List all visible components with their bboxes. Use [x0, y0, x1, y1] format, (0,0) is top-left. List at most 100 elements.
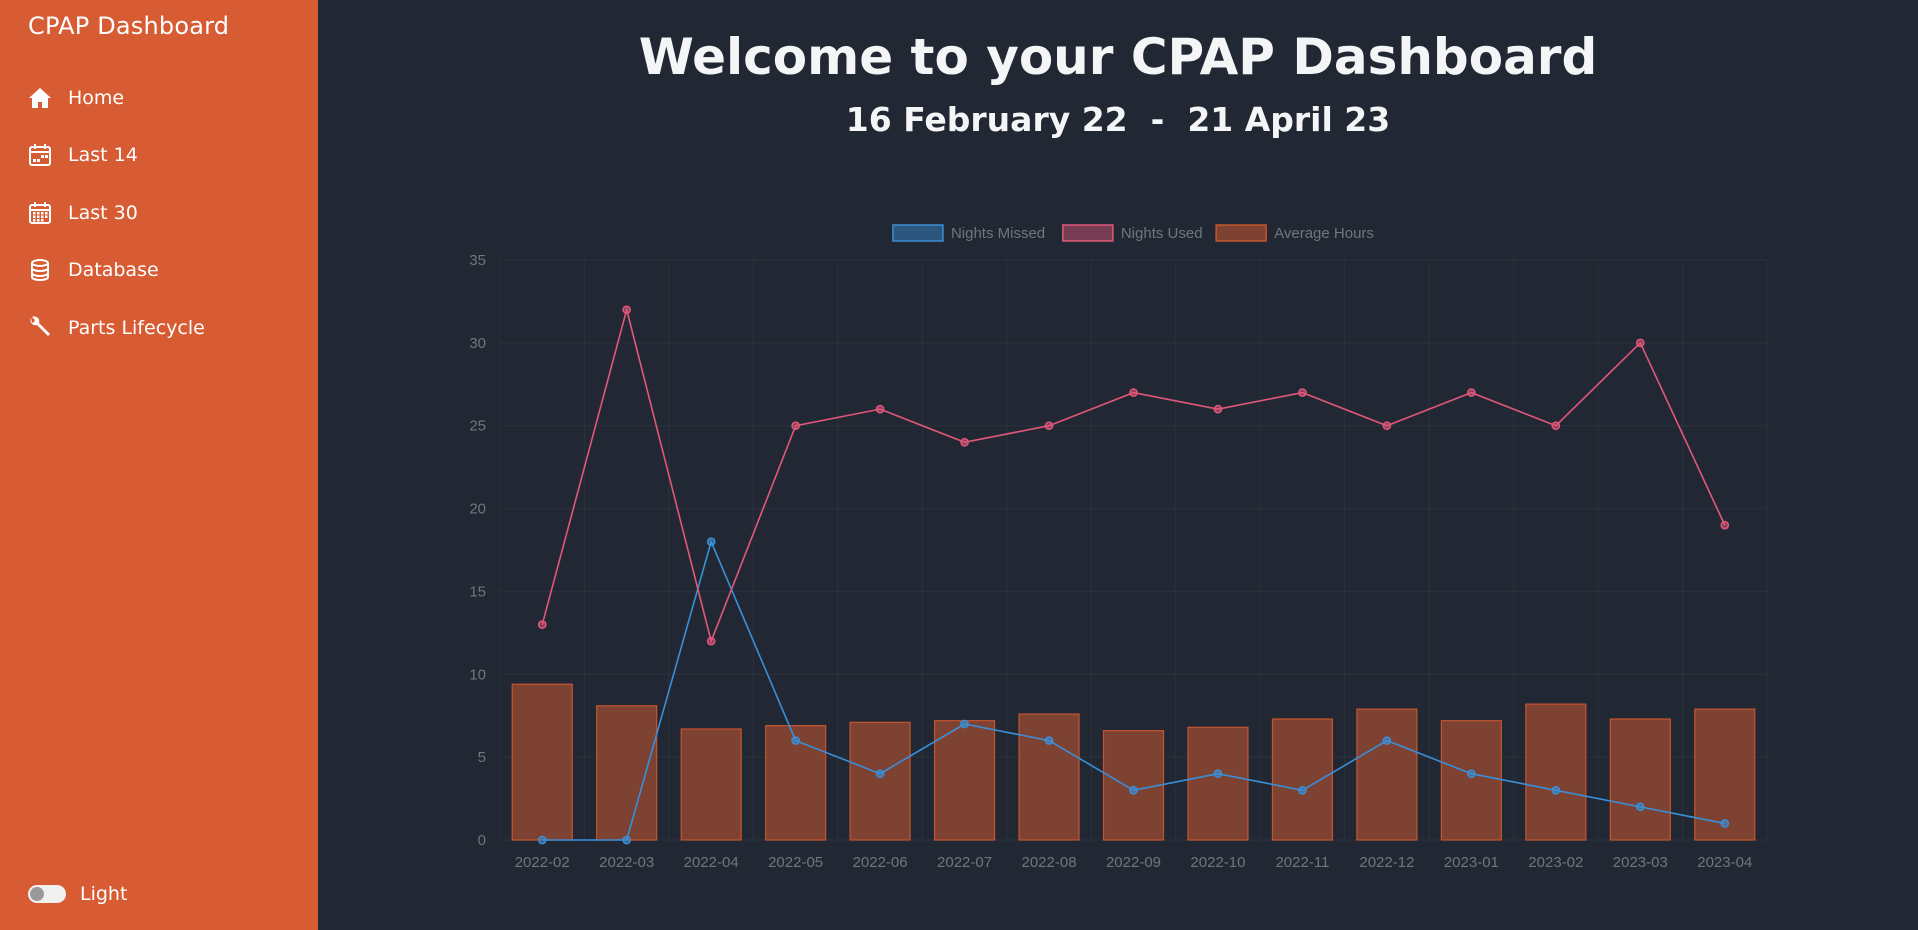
date-separator: - — [1150, 100, 1165, 139]
point-nights-missed — [1044, 736, 1054, 745]
app-title[interactable]: CPAP Dashboard — [28, 12, 230, 40]
point-nights-missed — [1298, 785, 1307, 795]
y-tick-label: 30 — [469, 335, 486, 352]
point-nights-used — [1298, 388, 1307, 397]
point-nights-missed — [1129, 785, 1138, 795]
bar-average-hours — [1356, 708, 1418, 841]
point-nights-missed — [875, 769, 885, 779]
sidebar-item-label: Last 14 — [68, 144, 138, 166]
bar-average-hours — [1694, 708, 1756, 841]
point-nights-used — [791, 421, 800, 431]
point-nights-used — [1129, 388, 1138, 397]
sidebar-item-home[interactable]: Home — [28, 81, 124, 115]
sidebar-item-label: Home — [68, 87, 125, 109]
theme-label: Light — [80, 883, 128, 905]
calendar-week-icon — [28, 143, 52, 167]
sidebar-item-last-14[interactable]: Last 14 — [28, 138, 138, 172]
usage-chart: 0 5 10 15 20 25 30 35 2022-02 2022-03 2022-04 2022-… — [469, 224, 1768, 871]
point-nights-missed — [1635, 802, 1645, 812]
bar-average-hours — [596, 705, 658, 841]
date-range: 16 February 22 - 21 April 23 — [318, 100, 1918, 139]
y-tick-label: 15 — [469, 583, 486, 600]
point-nights-missed — [537, 835, 547, 845]
bar-average-hours — [1102, 730, 1165, 841]
x-tick-label: 2022-11 — [1275, 854, 1329, 871]
x-tick-label: 2022-12 — [1359, 854, 1414, 871]
database-icon — [28, 258, 52, 282]
point-nights-missed — [1467, 769, 1476, 779]
bar-average-hours — [849, 721, 911, 841]
point-nights-used — [537, 620, 547, 629]
point-nights-missed — [1213, 769, 1223, 779]
x-tick-label: 2022-07 — [937, 854, 992, 871]
bar-average-hours — [1525, 703, 1587, 841]
x-tick-label: 2023-03 — [1613, 854, 1668, 871]
point-nights-used — [875, 404, 885, 414]
x-tick-label: 2022-02 — [515, 854, 570, 871]
theme-toggle[interactable]: Light — [28, 883, 127, 905]
x-tick-label: 2022-06 — [853, 854, 908, 871]
toggle-knob — [30, 887, 44, 901]
point-nights-used — [960, 437, 969, 447]
point-nights-used — [1720, 520, 1730, 530]
legend-label-nights-used: Nights Used — [1121, 225, 1203, 242]
point-nights-missed — [706, 537, 716, 547]
bar-average-hours — [1018, 713, 1080, 841]
sidebar-item-parts-lifecycle[interactable]: Parts Lifecycle — [28, 311, 205, 345]
point-nights-used — [1044, 421, 1054, 431]
wrench-icon — [28, 316, 52, 340]
x-tick-label: 2022-05 — [768, 854, 823, 871]
point-nights-used — [1467, 388, 1476, 397]
x-tick-label: 2022-04 — [684, 854, 739, 871]
sidebar-item-label: Database — [68, 259, 159, 281]
point-nights-missed — [960, 719, 969, 729]
point-nights-missed — [791, 736, 800, 745]
x-tick-label: 2023-04 — [1697, 854, 1752, 871]
bar-average-hours — [511, 683, 573, 841]
page-title: Welcome to your CPAP Dashboard — [638, 28, 1598, 86]
point-nights-used — [1635, 338, 1645, 348]
legend-swatch-average-hours — [1215, 224, 1267, 242]
point-nights-used — [1551, 421, 1561, 431]
calendar-month-icon — [28, 201, 52, 225]
home-icon — [28, 86, 52, 110]
point-nights-missed — [1382, 736, 1392, 745]
legend-swatch-nights-missed — [892, 224, 944, 242]
x-tick-label: 2022-03 — [599, 854, 654, 871]
point-nights-missed — [1551, 785, 1561, 795]
sidebar-item-database[interactable]: Database — [28, 253, 159, 287]
bar-average-hours — [1271, 718, 1334, 841]
y-tick-label: 20 — [469, 501, 486, 518]
x-tick-label: 2022-08 — [1022, 854, 1077, 871]
point-nights-used — [1213, 404, 1223, 414]
sidebar-item-last-30[interactable]: Last 30 — [28, 196, 138, 230]
bar-average-hours — [1609, 718, 1671, 841]
point-nights-missed — [622, 835, 632, 845]
point-nights-used — [1382, 421, 1392, 431]
y-tick-label: 25 — [469, 418, 486, 435]
end-date: 21 April 23 — [1187, 100, 1391, 139]
sidebar-item-label: Last 30 — [68, 202, 138, 224]
bar-average-hours — [933, 720, 996, 841]
point-nights-used — [622, 305, 632, 315]
point-nights-missed — [1720, 819, 1730, 828]
x-tick-label: 2023-02 — [1528, 854, 1583, 871]
legend-label-nights-missed: Nights Missed — [951, 225, 1045, 242]
y-tick-label: 0 — [478, 832, 486, 849]
bar-average-hours — [680, 728, 742, 841]
sidebar: CPAP Dashboard Home Last 14 — [0, 0, 318, 930]
bar-average-hours — [1440, 720, 1502, 841]
point-nights-used — [706, 636, 716, 646]
x-tick-label: 2022-10 — [1190, 854, 1245, 871]
legend-swatch-nights-used — [1062, 224, 1114, 242]
y-tick-label: 10 — [469, 666, 486, 683]
toggle-switch[interactable] — [28, 885, 66, 903]
y-tick-label: 5 — [478, 749, 486, 766]
sidebar-item-label: Parts Lifecycle — [68, 317, 205, 339]
bar-average-hours — [1187, 726, 1249, 841]
y-tick-label: 35 — [469, 252, 486, 269]
x-tick-label: 2022-09 — [1106, 854, 1161, 871]
start-date: 16 February 22 — [845, 100, 1128, 139]
x-tick-label: 2023-01 — [1444, 854, 1499, 871]
legend-label-average-hours: Average Hours — [1274, 225, 1374, 242]
